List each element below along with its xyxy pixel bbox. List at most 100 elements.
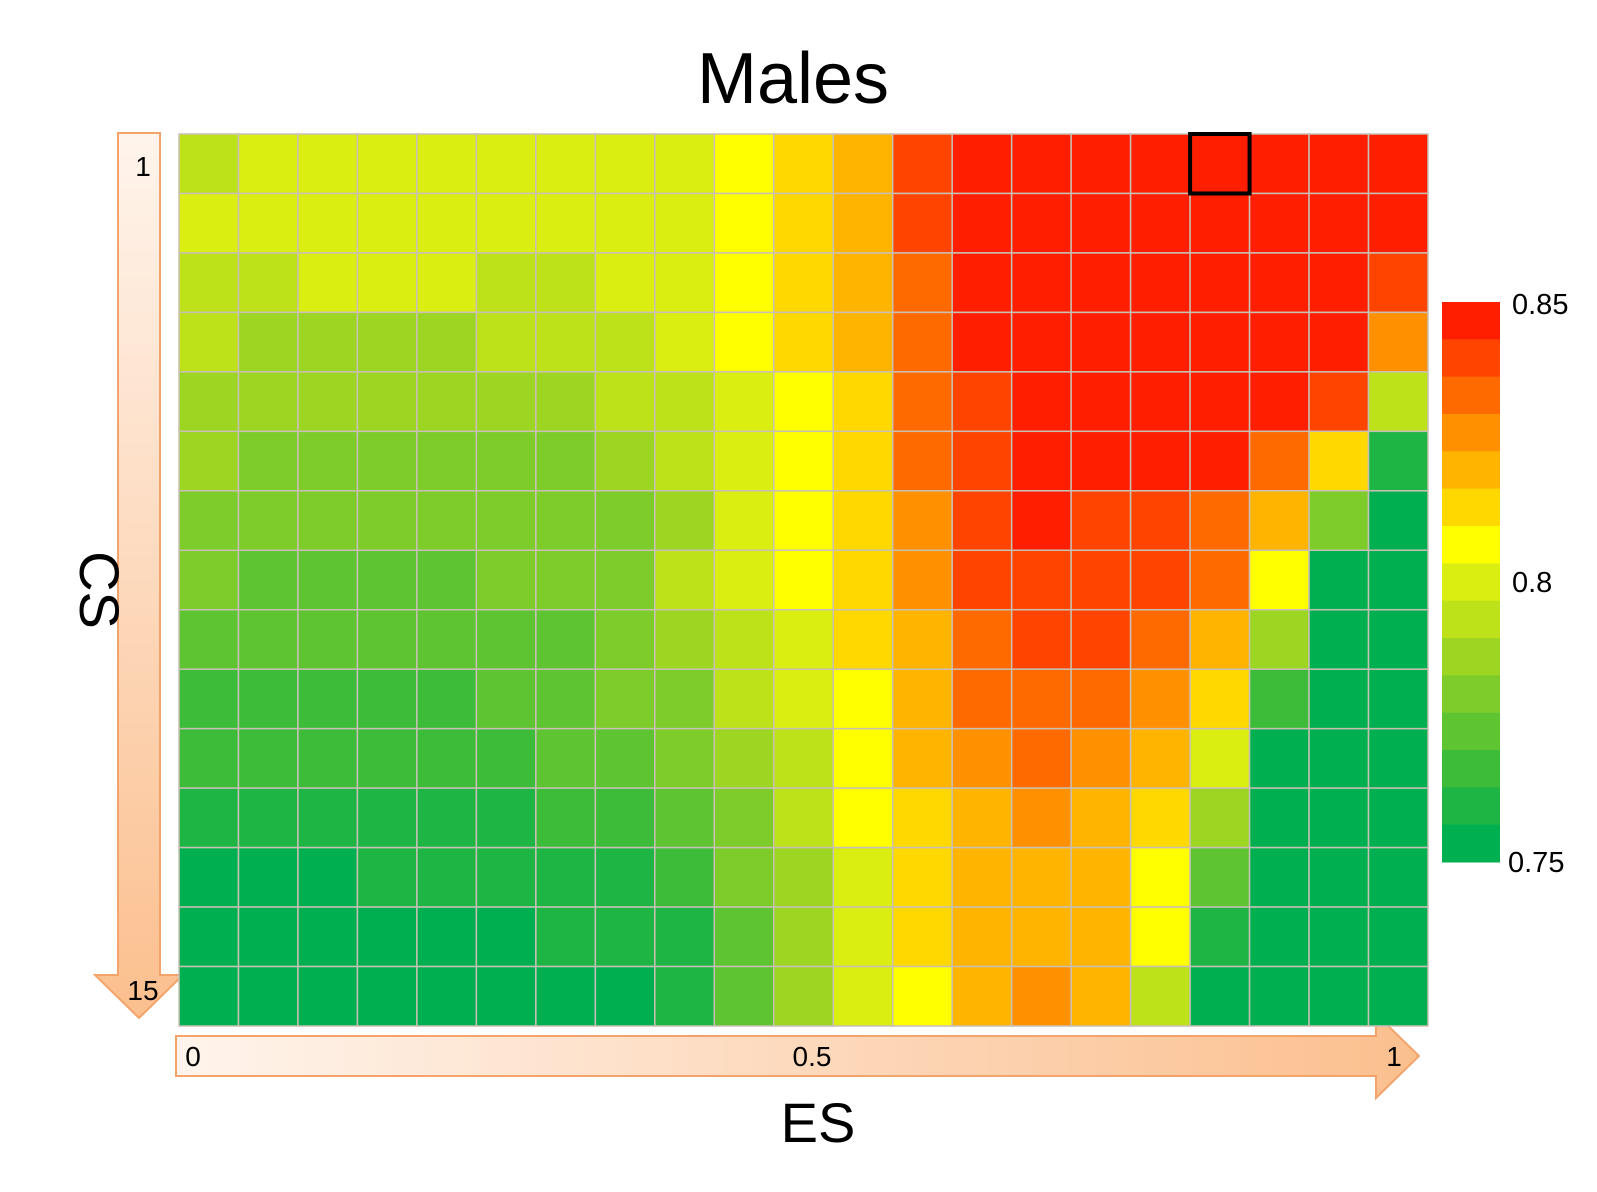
heatmap-cell-r12-c12 [832, 787, 894, 849]
heatmap-cell-r12-c5 [416, 787, 478, 849]
heatmap-cell-r9-c14 [951, 608, 1013, 670]
heatmap-cell-r11-c7 [535, 727, 597, 789]
heatmap-cell-r15-c13 [891, 965, 953, 1027]
heatmap-cell-r6-c4 [356, 430, 418, 492]
heatmap-cell-r12-c18 [1189, 787, 1251, 849]
heatmap-cell-r14-c9 [654, 906, 716, 968]
heatmap-cell-r15-c12 [832, 965, 894, 1027]
heatmap-cell-r15-c16 [1070, 965, 1132, 1027]
heatmap-cell-r15-c5 [416, 965, 478, 1027]
heatmap-cell-r4-c10 [713, 311, 775, 373]
heatmap-cell-r7-c19 [1248, 490, 1310, 552]
y-tick-end: 15 [127, 975, 158, 1006]
heatmap-cell-r10-c6 [475, 668, 537, 730]
colorbar-swatch-11 [1442, 675, 1500, 714]
heatmap-cell-r4-c8 [594, 311, 656, 373]
heatmap-cell-r6-c12 [832, 430, 894, 492]
heatmap-cell-r1-c9 [654, 133, 716, 195]
heatmap-cell-r14-c10 [713, 906, 775, 968]
heatmap-cell-r3-c3 [297, 252, 359, 314]
heatmap-cell-r13-c14 [951, 846, 1013, 908]
heatmap-cell-r5-c15 [1010, 371, 1072, 433]
heatmap-cell-r11-c1 [178, 727, 240, 789]
heatmap-cell-r4-c21 [1367, 311, 1429, 373]
colorbar-tick-min: 0.75 [1508, 847, 1564, 879]
heatmap-cell-r3-c6 [475, 252, 537, 314]
heatmap-cell-r15-c10 [713, 965, 775, 1027]
heatmap-cell-r3-c11 [773, 252, 834, 314]
heatmap-cell-r15-c2 [237, 965, 299, 1027]
heatmap-cell-r10-c21 [1367, 668, 1429, 730]
heatmap-cell-r13-c19 [1248, 846, 1310, 908]
heatmap-grid [178, 133, 1429, 1027]
heatmap-cell-r12-c7 [535, 787, 597, 849]
heatmap-cell-r2-c9 [654, 192, 716, 254]
heatmap-cell-r4-c14 [951, 311, 1013, 373]
heatmap-cell-r1-c14 [951, 133, 1013, 195]
heatmap-cell-r11-c18 [1189, 727, 1251, 789]
heatmap-cell-r9-c3 [297, 608, 359, 670]
heatmap-cell-r11-c4 [356, 727, 418, 789]
heatmap-cell-r11-c20 [1308, 727, 1370, 789]
heatmap-cell-r11-c2 [237, 727, 299, 789]
heatmap-cell-r14-c1 [178, 906, 240, 968]
heatmap-cell-r8-c9 [654, 549, 716, 611]
y-tick-start: 1 [135, 151, 151, 182]
heatmap-cell-r15-c8 [594, 965, 656, 1027]
heatmap-cell-r14-c11 [773, 906, 834, 968]
heatmap-cell-r5-c17 [1129, 371, 1191, 433]
heatmap-cell-r10-c12 [832, 668, 894, 730]
heatmap-cell-r10-c13 [891, 668, 953, 730]
heatmap-cell-r7-c6 [475, 490, 537, 552]
heatmap-cell-r9-c2 [237, 608, 299, 670]
heatmap-cell-r9-c11 [773, 608, 834, 670]
heatmap-cell-r10-c7 [535, 668, 597, 730]
heatmap-cell-r12-c20 [1308, 787, 1370, 849]
heatmap-cell-r2-c7 [535, 192, 597, 254]
heatmap-cell-r14-c8 [594, 906, 656, 968]
heatmap-cell-r6-c7 [535, 430, 597, 492]
heatmap-cell-r3-c10 [713, 252, 775, 314]
heatmap-cell-r8-c5 [416, 549, 478, 611]
heatmap-cell-r7-c1 [178, 490, 240, 552]
heatmap-cell-r14-c6 [475, 906, 537, 968]
heatmap-cell-r6-c16 [1070, 430, 1132, 492]
heatmap-cell-r9-c5 [416, 608, 478, 670]
heatmap-cell-r12-c4 [356, 787, 418, 849]
heatmap-cell-r8-c2 [237, 549, 299, 611]
heatmap-cell-r5-c20 [1308, 371, 1370, 433]
colorbar-swatch-9 [1442, 600, 1500, 639]
heatmap-cell-r8-c16 [1070, 549, 1132, 611]
heatmap-cell-r15-c1 [178, 965, 240, 1027]
heatmap-cell-r7-c3 [297, 490, 359, 552]
heatmap-cell-r4-c19 [1248, 311, 1310, 373]
heatmap-cell-r8-c7 [535, 549, 597, 611]
heatmap-cell-r8-c19 [1248, 549, 1310, 611]
x-tick-mid: 0.5 [793, 1041, 832, 1072]
heatmap-cell-r7-c16 [1070, 490, 1132, 552]
heatmap-cell-r4-c4 [356, 311, 418, 373]
heatmap-cell-r3-c12 [832, 252, 894, 314]
heatmap-cell-r1-c12 [832, 133, 894, 195]
heatmap-cell-r7-c17 [1129, 490, 1191, 552]
heatmap-cell-r9-c9 [654, 608, 716, 670]
heatmap-cell-r2-c8 [594, 192, 656, 254]
heatmap-cell-r9-c6 [475, 608, 537, 670]
heatmap-cell-r9-c7 [535, 608, 597, 670]
heatmap-cell-r13-c21 [1367, 846, 1429, 908]
heatmap-cell-r6-c15 [1010, 430, 1072, 492]
heatmap-cell-r1-c18 [1189, 133, 1251, 195]
heatmap-cell-r10-c1 [178, 668, 240, 730]
heatmap-cell-r10-c2 [237, 668, 299, 730]
colorbar-swatch-3 [1442, 376, 1500, 415]
heatmap-cell-r3-c2 [237, 252, 299, 314]
heatmap-cell-r2-c6 [475, 192, 537, 254]
heatmap-cell-r1-c17 [1129, 133, 1191, 195]
heatmap-cell-r6-c20 [1308, 430, 1370, 492]
heatmap-cell-r5-c13 [891, 371, 953, 433]
heatmap-cell-r2-c19 [1248, 192, 1310, 254]
heatmap-cell-r15-c14 [951, 965, 1013, 1027]
heatmap-cell-r8-c14 [951, 549, 1013, 611]
heatmap-cell-r5-c19 [1248, 371, 1310, 433]
heatmap-cell-r4-c6 [475, 311, 537, 373]
